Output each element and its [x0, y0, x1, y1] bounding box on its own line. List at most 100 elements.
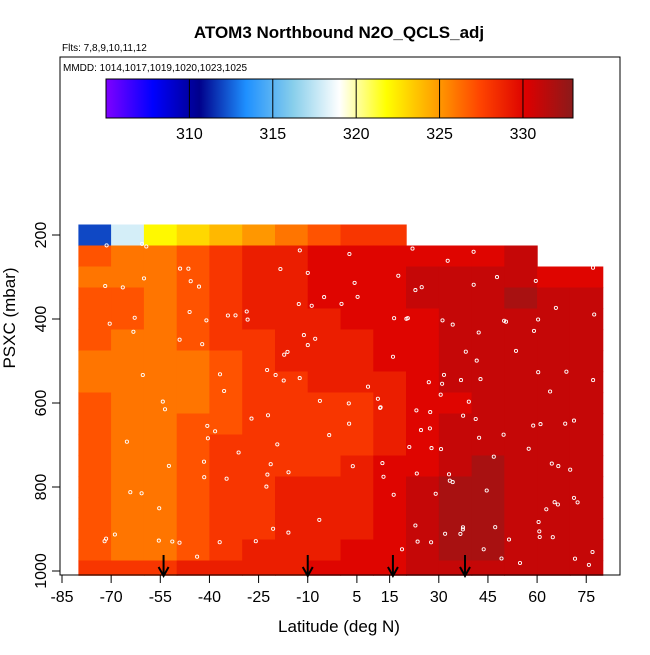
heat-cell: [176, 287, 211, 310]
heat-cell: [504, 287, 538, 310]
heat-cell: [569, 308, 604, 331]
heat-cell: [209, 560, 243, 576]
observation-point: [429, 446, 434, 451]
observation-point: [428, 410, 433, 415]
heat-cell: [78, 518, 112, 541]
observation-point: [244, 309, 249, 314]
observation-point: [104, 536, 109, 541]
colorbar-bar: [105, 78, 574, 119]
heat-cell: [471, 434, 505, 457]
heat-cell: [242, 476, 276, 499]
observation-point: [460, 527, 465, 532]
observation-point: [552, 500, 557, 505]
heat-cell: [504, 539, 538, 562]
heat-cell: [111, 224, 145, 247]
heat-cell: [406, 308, 440, 331]
heat-cell: [176, 224, 211, 247]
heat-cell: [340, 392, 374, 415]
heat-cell: [242, 539, 276, 562]
heat-cell: [537, 287, 571, 310]
observation-point: [494, 275, 500, 280]
y-tick-label: 200: [33, 222, 50, 249]
heat-cell: [143, 434, 178, 457]
heat-cell: [504, 434, 538, 457]
heat-cell: [406, 434, 440, 457]
heat-cell: [143, 287, 178, 310]
x-tick-label: -85: [50, 589, 73, 606]
heat-cell: [373, 245, 407, 268]
heat-cell: [209, 308, 243, 331]
heat-cell: [209, 455, 243, 478]
observation-point: [285, 349, 290, 354]
heat-cell: [307, 518, 342, 541]
observation-point: [573, 249, 578, 254]
heat-cell: [438, 371, 473, 394]
heat-cell: [471, 518, 505, 541]
heat-cell: [438, 518, 473, 541]
heat-cell: [275, 245, 309, 268]
observation-point: [205, 436, 210, 441]
x-tick-label: -40: [198, 589, 221, 606]
heat-cell: [111, 308, 145, 331]
observation-point: [378, 405, 383, 410]
plot-frame: [59, 56, 621, 576]
observation-point: [413, 523, 418, 528]
observation-point: [264, 484, 269, 489]
colorbar-tick-label: 310: [176, 126, 203, 143]
observation-point: [541, 253, 546, 258]
x-tick-label: 60: [528, 589, 546, 606]
heat-cell: [569, 287, 604, 310]
observation-point: [553, 305, 558, 310]
heat-cell: [307, 413, 342, 436]
observation-point: [352, 280, 357, 285]
heat-cell: [373, 266, 407, 289]
heat-cell: [569, 392, 604, 415]
heat-cell: [340, 455, 374, 478]
observation-point: [177, 337, 182, 342]
heat-cell: [176, 476, 211, 499]
heat-cell: [569, 266, 604, 289]
heat-cell: [176, 266, 211, 289]
observation-point: [317, 398, 322, 403]
observation-point: [536, 370, 541, 375]
heat-cell: [438, 287, 473, 310]
heat-cell: [78, 413, 112, 436]
observation-point: [347, 251, 352, 257]
colorbar-tick-label: 325: [426, 126, 453, 143]
observation-points: [102, 241, 597, 567]
heat-cell: [537, 413, 571, 436]
heat-cell: [209, 497, 243, 520]
observation-point: [461, 413, 466, 418]
colorbar-tick-label: 330: [510, 126, 537, 143]
observation-point: [575, 500, 580, 505]
observation-point: [413, 288, 418, 293]
heat-cell: [569, 518, 604, 541]
heat-cell: [176, 434, 211, 457]
observation-point: [103, 283, 108, 289]
heat-cell: [471, 245, 505, 268]
observation-point: [537, 534, 542, 540]
heat-cell: [340, 413, 374, 436]
observation-point: [322, 295, 327, 300]
observation-point: [478, 377, 483, 382]
observation-point: [204, 318, 209, 323]
heat-cell: [143, 329, 178, 352]
heat-cell: [340, 518, 374, 541]
heat-cell: [537, 392, 571, 415]
observation-point: [217, 372, 223, 377]
heat-cell: [406, 245, 440, 268]
observation-point: [506, 537, 512, 542]
heat-cell: [471, 371, 505, 394]
observation-point: [491, 454, 496, 459]
heat-cell: [275, 539, 309, 562]
observation-point: [473, 416, 478, 422]
heat-cell: [340, 476, 374, 499]
heat-cell: [209, 413, 243, 436]
heat-cell: [78, 308, 112, 331]
observation-point: [471, 249, 476, 254]
observation-point: [538, 422, 543, 427]
observation-point: [296, 301, 301, 307]
observation-point: [501, 432, 506, 437]
heat-cell: [373, 287, 407, 310]
observation-point: [233, 313, 238, 318]
